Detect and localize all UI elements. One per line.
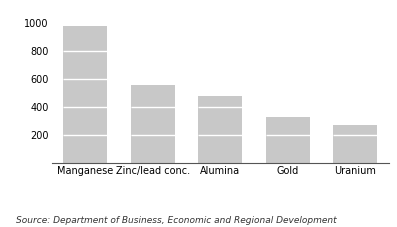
Text: Source: Department of Business, Economic and Regional Development: Source: Department of Business, Economic… <box>16 216 337 225</box>
Bar <box>266 117 310 163</box>
Bar <box>64 25 107 163</box>
Bar <box>131 85 175 163</box>
Bar <box>198 96 242 163</box>
Bar <box>333 125 377 163</box>
